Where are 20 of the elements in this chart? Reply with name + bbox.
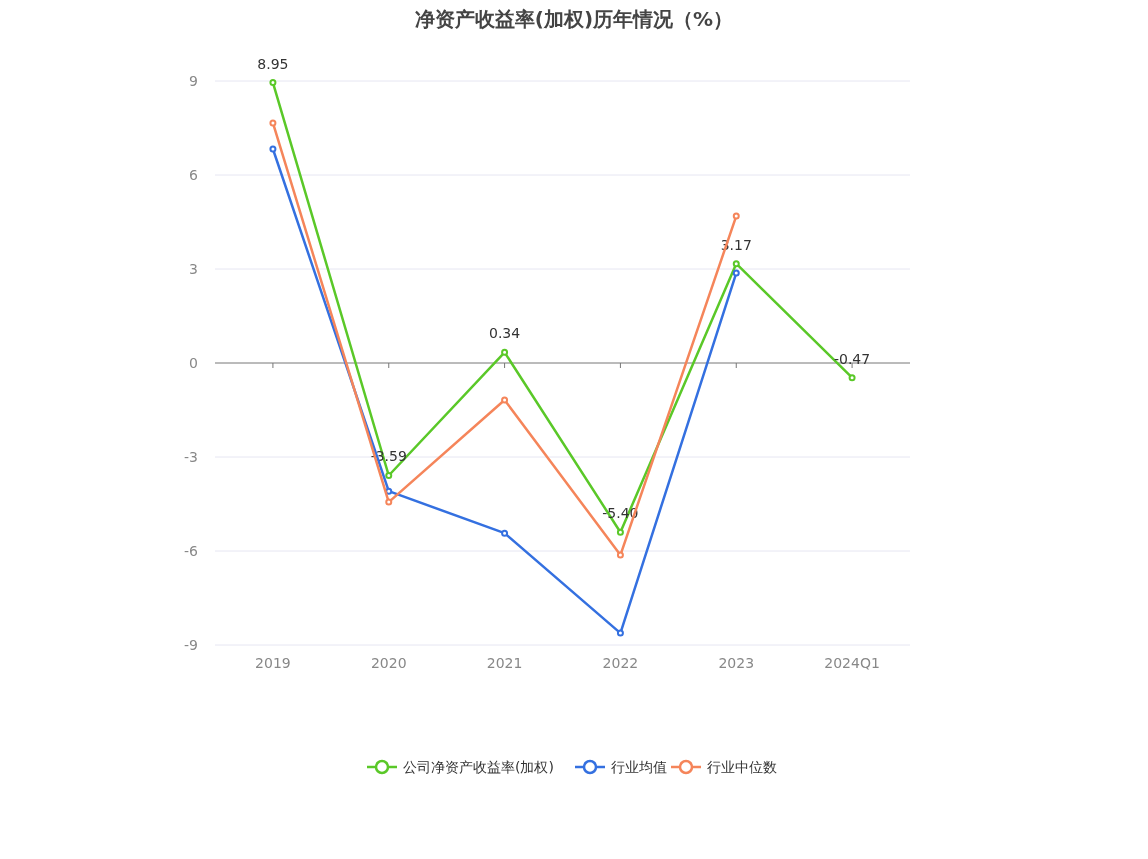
- y-tick-label: 0: [189, 355, 198, 371]
- y-tick-label: -6: [184, 543, 199, 559]
- legend-label: 行业均值: [611, 759, 667, 775]
- y-tick-label: -9: [184, 637, 198, 653]
- data-label: 8.95: [257, 55, 289, 72]
- y-tick-label: 3: [189, 261, 198, 277]
- x-tick-label: 2024Q1: [824, 655, 880, 671]
- legend-label: 公司净资产收益率(加权): [403, 759, 554, 775]
- y-tick-label: 6: [189, 167, 199, 183]
- legend-label: 行业中位数: [707, 759, 777, 775]
- x-tick-label: 2021: [486, 655, 523, 671]
- x-tick-label: 2023: [718, 655, 755, 671]
- x-tick-label: 2020: [370, 655, 407, 671]
- chart-title: 净资产收益率(加权)历年情况（%）: [414, 7, 734, 31]
- data-label: 0.34: [489, 325, 521, 342]
- y-tick-label: 9: [189, 73, 198, 89]
- x-tick-label: 2022: [602, 655, 639, 671]
- x-tick-label: 2019: [255, 655, 291, 671]
- y-tick-label: -3: [184, 449, 198, 465]
- data-label: -0.47: [833, 350, 871, 367]
